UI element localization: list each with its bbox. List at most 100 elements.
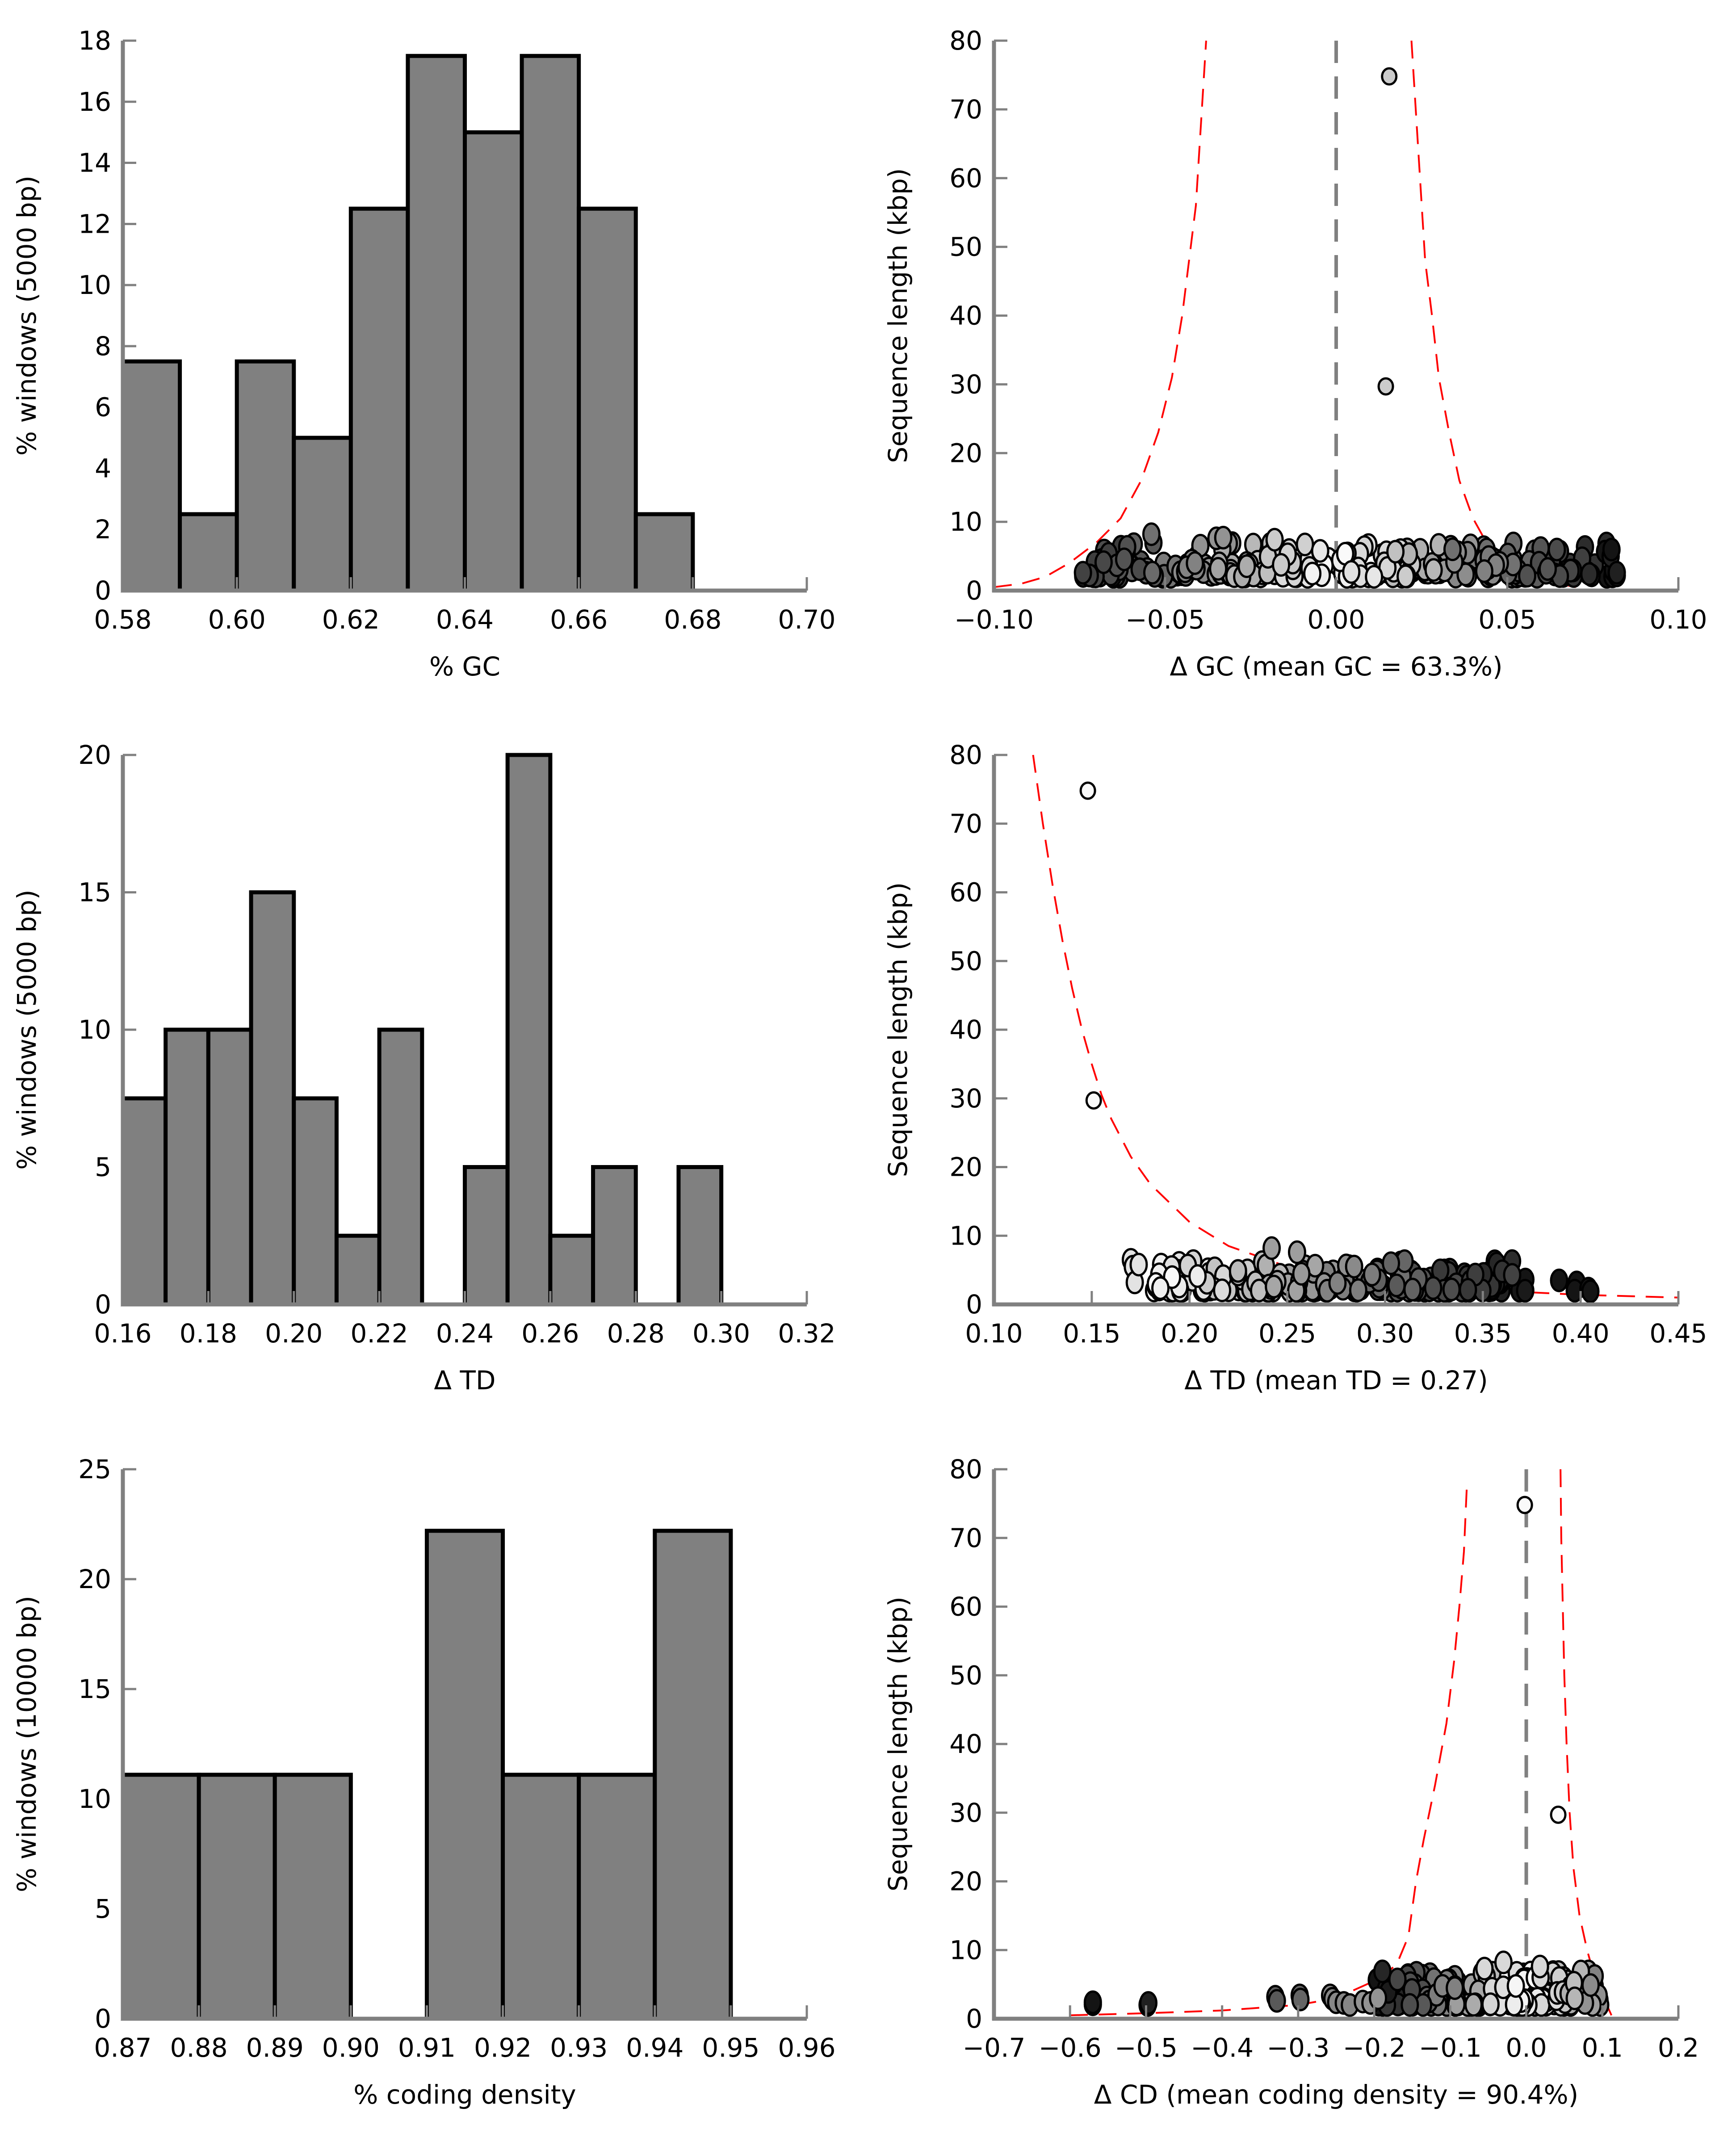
gc-scatter-panel: 0 10 20 30 40 50 60 70 80 −0.10 −0.05 0.00 0.05 0.10 Δ… (883, 25, 1707, 682)
outlier-point (1550, 1805, 1567, 1824)
data-point (1151, 1276, 1170, 1300)
x-tick-label: 0.92 (474, 2033, 532, 2063)
data-point (1213, 1279, 1232, 1303)
y-tick-label: 0 (95, 2004, 111, 2034)
x-tick-label: 0.2 (1658, 2033, 1699, 2063)
data-point (1265, 1274, 1283, 1299)
y-tick-label: 50 (949, 946, 982, 976)
x-tick-label: 0.10 (965, 1318, 1023, 1349)
data-point (1475, 559, 1493, 583)
y-tick-label: 25 (78, 1454, 111, 1484)
x-tick-label: 0.95 (702, 2033, 759, 2063)
histogram-bar (633, 512, 695, 593)
data-point (1073, 561, 1092, 585)
td-scatter-panel: 0 10 20 30 40 50 60 70 80 0.10 0.15 0.20 0.25 0.30 0.3… (883, 740, 1707, 1396)
y-tick-label: 20 (78, 1564, 111, 1594)
x-tick-label: 0.70 (778, 604, 835, 635)
data-point (1506, 1974, 1525, 1998)
data-point (1349, 1278, 1367, 1302)
y-tick-label: 20 (78, 740, 111, 770)
y-tick-label: 0 (966, 575, 982, 606)
x-tick-label: 0.22 (351, 1318, 408, 1349)
threshold-curve (994, 40, 1207, 588)
x-axis-title: % GC (429, 651, 500, 682)
x-axis-title: Δ CD (mean coding density = 90.4%) (1094, 2079, 1579, 2110)
histogram-bar (520, 54, 581, 593)
y-tick-label: 14 (78, 148, 111, 178)
x-axis-title: % coding density (353, 2079, 576, 2110)
y-tick-label: 30 (949, 1798, 982, 1828)
x-tick-label: 0.91 (398, 2033, 456, 2063)
data-point (1115, 547, 1133, 571)
histogram-bar (548, 1233, 595, 1307)
y-tick-label: 10 (949, 1220, 982, 1251)
histogram-bar (235, 359, 296, 593)
data-point (1401, 1993, 1419, 2017)
histogram-bar (676, 1165, 724, 1307)
x-tick-label: 0.94 (626, 2033, 683, 2063)
x-tick-label: 0.26 (521, 1318, 579, 1349)
data-point (1083, 1990, 1102, 2014)
y-tick-label: 5 (95, 1152, 111, 1182)
x-tick-label: −0.1 (1419, 2033, 1482, 2063)
x-tick-label: 0.1 (1582, 2033, 1623, 2063)
y-tick-label: 12 (78, 209, 111, 239)
gc-histogram-panel: 0 2 4 6 8 10 12 14 16 18 0.58 0.60 0.62 0.64 0.66 0.68 0… (12, 25, 836, 682)
data-point (1518, 564, 1537, 588)
histogram-bar (178, 512, 239, 593)
histogram-bar (292, 1096, 339, 1307)
x-tick-label: 0.05 (1478, 604, 1536, 635)
y-tick-label: 60 (949, 1592, 982, 1622)
x-tick-label: 0.93 (550, 2033, 608, 2063)
x-tick-label: 0.87 (94, 2033, 151, 2063)
data-point (1265, 528, 1284, 552)
x-tick-label: 0.25 (1258, 1318, 1316, 1349)
x-tick-label: −0.4 (1191, 2033, 1254, 2063)
histogram-bar (577, 206, 638, 593)
data-point (1142, 522, 1161, 546)
y-axis-title: Sequence length (kbp) (883, 168, 913, 463)
data-point (1581, 1279, 1600, 1304)
y-tick-label: 2 (95, 514, 111, 545)
histogram-bar (121, 359, 182, 593)
data-point (1287, 1240, 1306, 1264)
data-point (1365, 565, 1384, 589)
x-tick-label: 0.00 (1307, 604, 1365, 635)
x-tick-label: 0.30 (1356, 1318, 1414, 1349)
data-point (1481, 1992, 1500, 2016)
x-tick-label: −0.7 (963, 2033, 1026, 2063)
y-tick-label: 70 (949, 94, 982, 125)
histogram-bar (273, 1773, 353, 2021)
y-axis-title: % windows (5000 bp) (12, 176, 42, 456)
data-point (1209, 557, 1228, 581)
data-point (1446, 1976, 1464, 2000)
y-axis-title: Sequence length (kbp) (883, 882, 913, 1177)
histogram-bar (501, 1773, 581, 2021)
x-axis-title: Δ TD (434, 1365, 495, 1396)
histogram-bar (653, 1529, 733, 2021)
y-tick-label: 15 (78, 877, 111, 908)
cd-scatter-panel: 0 10 20 30 40 50 60 70 80 −0.7 −0.6 −0.5 −0.4 −0.3 −0.… (883, 1454, 1699, 2110)
data-point (1342, 560, 1361, 584)
data-point (1550, 1268, 1568, 1292)
data-point (1442, 1278, 1461, 1302)
x-tick-label: 0.66 (550, 604, 608, 635)
data-point (1296, 532, 1314, 557)
data-point (1237, 554, 1256, 579)
x-tick-label: 0.18 (180, 1318, 237, 1349)
histogram-bar (206, 1027, 253, 1307)
data-point (1424, 1276, 1442, 1300)
histogram-bar (463, 1165, 510, 1307)
data-point (1373, 1959, 1392, 1983)
y-tick-label: 80 (949, 25, 982, 56)
x-tick-label: 0.64 (436, 604, 494, 635)
data-point (1581, 1973, 1600, 1997)
y-tick-label: 0 (966, 1289, 982, 1320)
data-point (1396, 564, 1415, 588)
y-tick-label: 50 (949, 232, 982, 262)
y-tick-label: 30 (949, 369, 982, 399)
y-tick-label: 70 (949, 1523, 982, 1553)
histogram-bar (334, 1233, 382, 1307)
x-tick-label: 0.88 (170, 2033, 228, 2063)
y-tick-label: 40 (949, 1015, 982, 1045)
